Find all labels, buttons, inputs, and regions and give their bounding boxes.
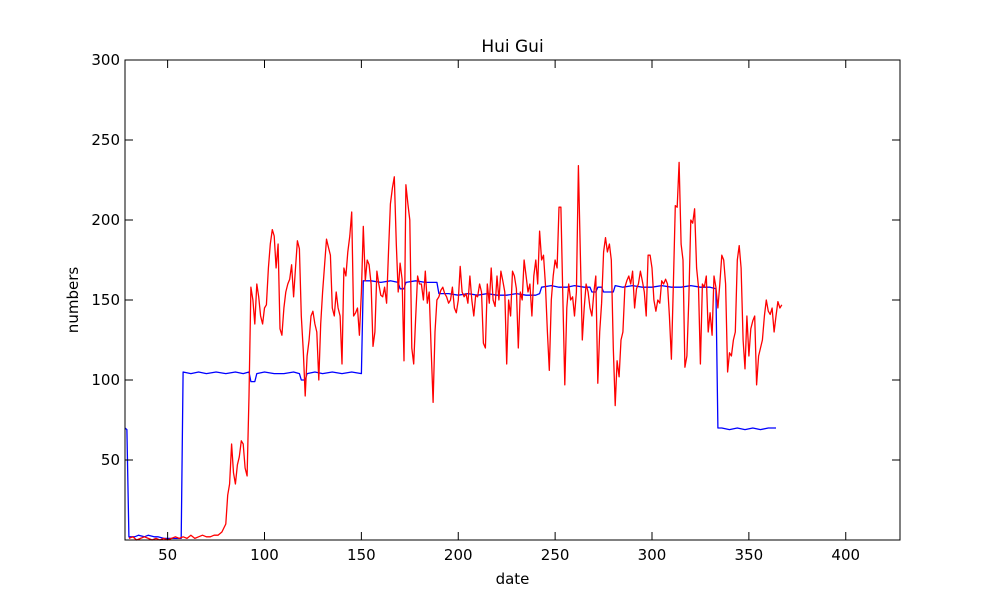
x-axis-label: date	[496, 570, 530, 588]
plot-background	[125, 60, 900, 540]
x-tick-label: 350	[735, 546, 764, 564]
tick-layer: 50 100 150 200 250 300 350 400 50 100 150 200 250 300	[91, 51, 900, 564]
x-tick-label: 400	[831, 546, 860, 564]
x-tick-label: 150	[347, 546, 376, 564]
series-layer	[124, 161, 783, 541]
series-line-2	[128, 161, 783, 541]
x-tick-label: 50	[158, 546, 177, 564]
x-tick-label: 100	[250, 546, 279, 564]
y-tick-label: 200	[91, 211, 120, 229]
y-tick-label: 150	[91, 291, 120, 309]
chart-title: Hui Gui	[481, 37, 543, 57]
y-tick-label: 300	[91, 51, 120, 69]
y-tick-label: 250	[91, 131, 120, 149]
y-tick-label: 100	[91, 371, 120, 389]
x-tick-label: 200	[444, 546, 473, 564]
y-axis-label: numbers	[64, 267, 82, 334]
x-tick-label: 250	[541, 546, 570, 564]
y-tick-label: 50	[101, 451, 120, 469]
x-tick-label: 300	[638, 546, 667, 564]
